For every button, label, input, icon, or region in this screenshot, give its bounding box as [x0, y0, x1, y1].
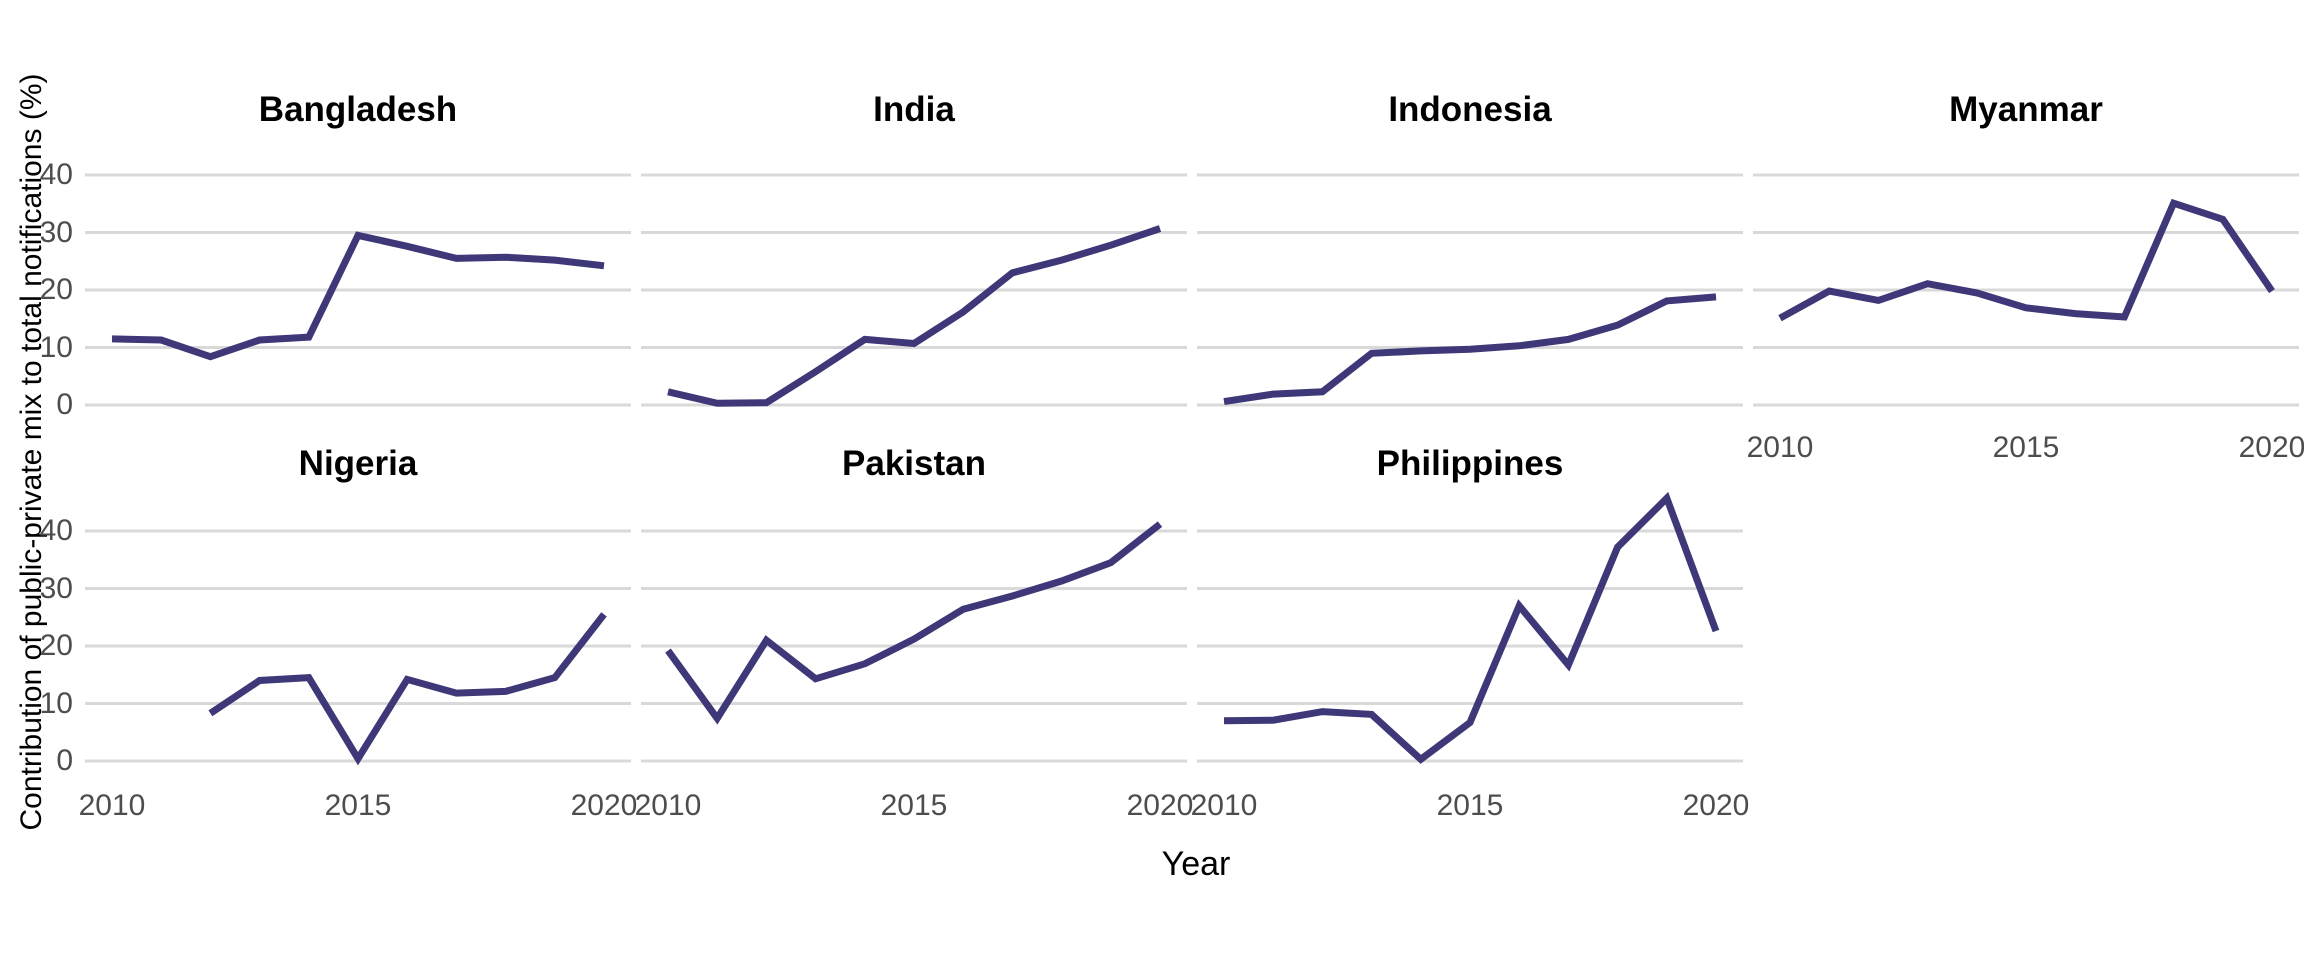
line-series-pakistan [665, 521, 1163, 725]
y-tick-label-40: 40 [39, 514, 73, 547]
y-tick-label-30: 30 [39, 215, 73, 249]
facet-plot-bangladesh [85, 173, 631, 407]
x-tick-label-myanmar-2015: 2015 [1992, 431, 2060, 464]
facet-plot-myanmar [1753, 173, 2299, 407]
x-tick-label-pakistan-2020: 2020 [1126, 789, 1194, 822]
facet-panel-myanmar [1753, 129, 2299, 420]
x-tick-label-pakistan-2010: 2010 [634, 789, 702, 822]
facet-title-india: India [873, 90, 955, 129]
line-series-myanmar [1778, 198, 2275, 322]
y-tick-label-20: 20 [39, 629, 73, 662]
y-tick-label-40: 40 [39, 158, 73, 191]
y-tick-label-0: 0 [56, 388, 73, 421]
y-tick-label-0: 0 [56, 744, 73, 777]
facet-panel-bangladesh [85, 129, 631, 420]
y-tick-label-10: 10 [39, 330, 73, 364]
x-tick-label-philippines-2010: 2010 [1190, 789, 1258, 822]
facet-panel-indonesia [1197, 129, 1743, 420]
facet-title-pakistan: Pakistan [842, 444, 986, 483]
x-tick-label-myanmar-2010: 2010 [1746, 431, 1814, 464]
y-tick-label-10: 10 [39, 686, 73, 720]
facet-title-bangladesh: Bangladesh [258, 90, 458, 129]
facet-plot-nigeria [85, 529, 631, 766]
facet-title-nigeria: Nigeria [298, 444, 418, 483]
x-tick-label-philippines-2015: 2015 [1436, 789, 1504, 822]
facet-title-indonesia: Indonesia [1388, 90, 1552, 129]
line-series-bangladesh [111, 231, 605, 361]
facet-panel-philippines [1197, 485, 1743, 776]
x-tick-label-nigeria-2010: 2010 [78, 789, 146, 822]
facet-panel-india [641, 129, 1187, 420]
facet-title-philippines: Philippines [1376, 444, 1564, 483]
line-series-nigeria [208, 612, 607, 766]
x-axis-title: Year [1161, 845, 1231, 883]
y-tick-label-30: 30 [39, 571, 73, 605]
line-series-india [667, 225, 1162, 407]
x-tick-label-nigeria-2015: 2015 [324, 789, 392, 822]
facet-plot-indonesia [1197, 173, 1743, 407]
line-series-indonesia [1223, 293, 1717, 406]
x-tick-label-nigeria-2020: 2020 [570, 789, 638, 822]
x-tick-label-philippines-2020: 2020 [1682, 789, 1750, 822]
line-series-philippines [1223, 491, 1720, 764]
facet-panel-nigeria [85, 485, 631, 776]
facet-panel-pakistan [641, 485, 1187, 776]
x-tick-label-myanmar-2020: 2020 [2238, 431, 2304, 464]
x-tick-label-pakistan-2015: 2015 [880, 789, 948, 822]
facet-plot-philippines [1197, 491, 1743, 764]
y-tick-label-20: 20 [39, 273, 73, 306]
facet-plot-pakistan [641, 521, 1187, 763]
facet-plot-india [641, 173, 1187, 407]
facet-title-myanmar: Myanmar [1949, 90, 2103, 129]
